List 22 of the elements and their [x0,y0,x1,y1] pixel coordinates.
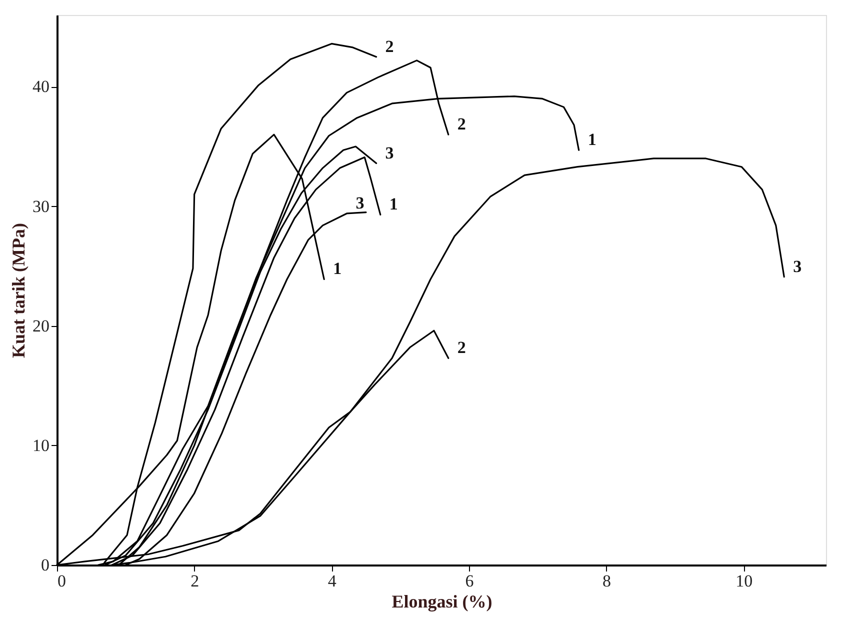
x-tick-label: 0 [58,572,66,590]
x-tick-label: 6 [465,572,474,590]
x-tick-label: 10 [736,572,753,590]
x-tick-label: 2 [190,572,200,590]
x-axis-title: Elongasi (%) [392,592,492,612]
annotation: 1 [389,194,398,214]
y-axis-title: Kuat tarik (MPa) [8,223,28,358]
annotation: 2 [385,36,394,56]
annotation: 3 [793,256,802,276]
x-tick-label: 8 [602,572,612,590]
annotation: 1 [333,259,342,278]
y-tick-label: 30 [32,196,50,216]
y-tick-label: 20 [32,316,50,336]
y-tick-label: 0 [41,556,50,574]
y-tick-label: 10 [32,436,50,455]
y-tick-label: 40 [32,77,50,96]
annotation: 3 [356,193,364,212]
x-tick-label: 4 [328,572,337,590]
annotation: 2 [457,114,466,134]
annotation: 1 [588,130,596,150]
annotation: 2 [457,338,466,358]
annotation: 3 [385,143,394,162]
